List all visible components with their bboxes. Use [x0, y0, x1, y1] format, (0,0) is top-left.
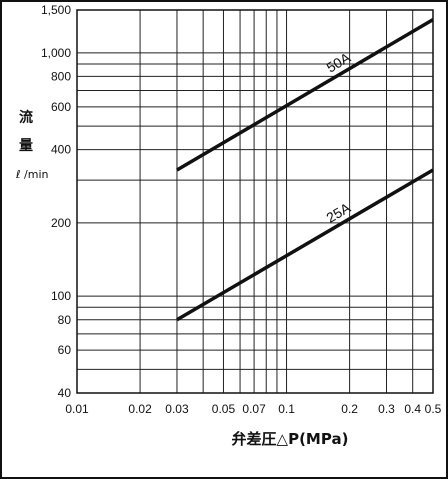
y-tick-label: 800 — [51, 69, 71, 83]
x-tick-label: 0.05 — [212, 402, 236, 416]
y-tick-labels: 40 60 80 100 200 400 600 800 1,000 1,500 — [41, 3, 71, 400]
x-tick-label: 0.4 — [404, 402, 421, 416]
y-tick-label: 400 — [51, 143, 71, 157]
y-tick-label: 600 — [51, 100, 71, 114]
x-axis-label: 弁差圧△P(MPa) — [232, 430, 349, 448]
y-tick-label: 60 — [58, 343, 72, 357]
y-tick-label: 1,500 — [41, 3, 71, 17]
series-line-50A — [177, 20, 433, 170]
y-tick-label: 200 — [51, 216, 71, 230]
x-tick-label: 0.2 — [341, 402, 358, 416]
x-tick-label: 0.02 — [128, 402, 152, 416]
y-tick-label: 80 — [58, 313, 72, 327]
y-axis-label-line2: 量 — [19, 138, 33, 154]
x-tick-label: 0.07 — [242, 402, 266, 416]
x-tick-label: 0.5 — [425, 402, 442, 416]
x-tick-label: 0.1 — [278, 402, 295, 416]
x-tick-label: 0.01 — [65, 402, 89, 416]
x-tick-label: 0.03 — [165, 402, 189, 416]
y-tick-label: 1,000 — [41, 46, 71, 60]
series-line-25A — [177, 170, 433, 320]
x-tick-labels: 0.01 0.02 0.03 0.05 0.07 0.1 0.2 0.3 0.4 0.5 — [65, 402, 441, 416]
x-tick-label: 0.3 — [378, 402, 395, 416]
y-axis-label-line1: 流 — [19, 109, 33, 126]
y-tick-label: 40 — [58, 386, 72, 400]
y-tick-label: 100 — [51, 289, 71, 303]
y-axis-unit: ℓ /min — [15, 168, 49, 181]
